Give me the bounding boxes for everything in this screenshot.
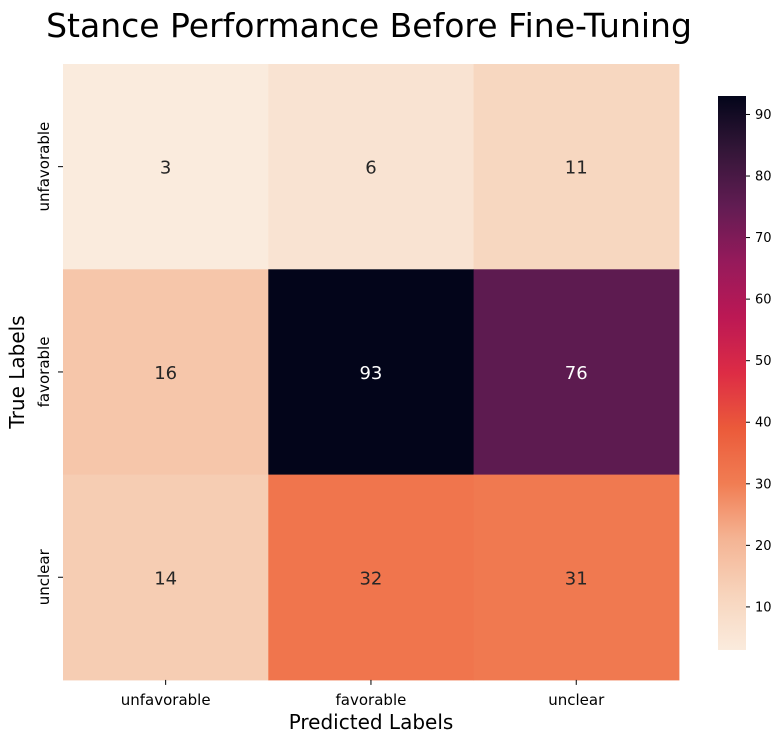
heatmap-cell [268, 474, 475, 681]
heatmap-cell [473, 269, 680, 476]
cell-value-label: 31 [565, 568, 588, 589]
heatmap-cells: 3 6 11 16 93 76 14 32 31 [63, 64, 680, 681]
cell-value-label: 11 [565, 158, 588, 179]
colorbar-gradient [718, 96, 746, 650]
cell-value-label: 3 [160, 158, 171, 179]
colorbar-tick-label: 60 [755, 293, 772, 308]
cell-value-label: 76 [565, 363, 588, 384]
cell-value-label: 93 [359, 363, 382, 384]
y-tick-label: unclear [35, 548, 53, 605]
y-tick-label: unfavorable [35, 122, 53, 212]
cell-value-label: 16 [154, 363, 177, 384]
colorbar-ticks: 10 20 30 40 50 60 70 80 90 [746, 108, 772, 615]
cell-value-label: 6 [365, 158, 376, 179]
colorbar-tick-label: 10 [755, 600, 772, 615]
heatmap-cell [473, 64, 680, 270]
y-tick-label: favorable [35, 337, 53, 408]
cell-value-label: 32 [359, 568, 382, 589]
cell-value-label: 14 [154, 568, 177, 589]
heatmap-cell [473, 474, 680, 681]
x-tick-label: unclear [548, 691, 605, 709]
x-tick-label: unfavorable [121, 691, 211, 709]
colorbar-tick-label: 70 [755, 231, 772, 246]
heatmap-cell [268, 64, 475, 270]
chart-title: Stance Performance Before Fine-Tuning [46, 6, 692, 45]
x-axis-ticks: unfavorable favorable unclear [121, 679, 605, 709]
heatmap-cell [63, 474, 269, 681]
colorbar-tick-label: 40 [755, 416, 772, 431]
heatmap-cell [63, 64, 269, 270]
colorbar-tick-label: 80 [755, 170, 772, 185]
colorbar-tick-label: 20 [755, 539, 772, 554]
colorbar: 10 20 30 40 50 60 70 80 90 [718, 96, 772, 650]
y-axis-label: True Labels [5, 315, 29, 429]
heatmap-cell [268, 269, 475, 476]
colorbar-tick-label: 50 [755, 354, 772, 369]
heatmap-cell [63, 269, 269, 476]
x-tick-label: favorable [336, 691, 407, 709]
colorbar-tick-label: 90 [755, 108, 772, 123]
x-axis-label: Predicted Labels [289, 710, 454, 734]
colorbar-tick-label: 30 [755, 477, 772, 492]
y-axis-ticks: unfavorable favorable unclear [35, 122, 63, 605]
